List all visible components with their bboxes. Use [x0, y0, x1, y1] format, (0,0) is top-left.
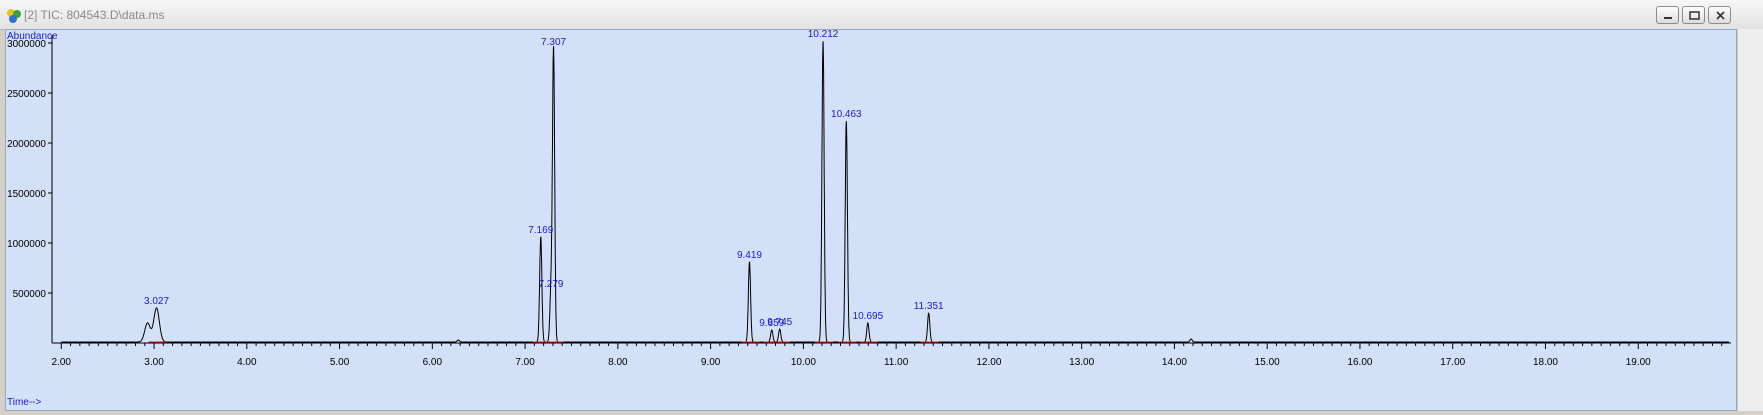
restore-button[interactable] [1682, 6, 1705, 24]
peak-label: 9.419 [737, 250, 762, 261]
x-tick-label: 6.00 [423, 357, 443, 368]
title-bar[interactable]: [2] TIC: 804543.D\data.ms [0, 0, 1763, 30]
minimize-icon [1664, 17, 1672, 19]
plot-area: 500000 1000000 1500000 2000000 2500000 300000… [5, 29, 1737, 411]
x-tick-label: 16.00 [1347, 357, 1372, 368]
y-tick-label: 2500000 [7, 89, 46, 100]
trace-layer [61, 41, 1729, 343]
peak-label: 9.659 [759, 318, 784, 329]
peak-label: 3.027 [144, 296, 169, 307]
tic-trace [61, 41, 1729, 343]
x-tick-label: 9.00 [701, 357, 721, 368]
x-tick-label: 2.00 [52, 357, 72, 368]
side-panel [1737, 29, 1763, 411]
y-tick-label: 500000 [13, 289, 47, 300]
peak-label: 7.307 [541, 37, 566, 48]
peak-label: 7.279 [538, 279, 563, 290]
x-tick-label: 18.00 [1533, 357, 1558, 368]
x-tick-label: 17.00 [1440, 357, 1465, 368]
y-tick-label: 1000000 [7, 239, 46, 250]
x-tick-label: 3.00 [144, 357, 164, 368]
x-tick-label: 11.00 [884, 357, 909, 368]
peak-label: 9.745 [767, 317, 792, 328]
y-tick-label: 2000000 [7, 139, 46, 150]
x-tick-label: 15.00 [1255, 357, 1280, 368]
x-tick-label: 19.00 [1626, 357, 1651, 368]
close-button[interactable] [1708, 6, 1731, 24]
x-tick-label: 5.00 [330, 357, 350, 368]
x-tick-label: 12.00 [976, 357, 1001, 368]
minimize-button[interactable] [1656, 6, 1679, 24]
peak-label: 11.351 [914, 301, 944, 312]
peak-label: 10.695 [853, 311, 884, 322]
restore-icon [1689, 11, 1700, 20]
peak-label: 7.169 [528, 225, 553, 236]
peak-label: 10.212 [808, 30, 839, 40]
x-tick-label: 10.00 [791, 357, 816, 368]
x-tick-label: 14.00 [1162, 357, 1187, 368]
x-tick-label: 8.00 [608, 357, 628, 368]
x-tick-label: 7.00 [515, 357, 535, 368]
chromatogram-chart: 500000 1000000 1500000 2000000 2500000 300000… [7, 29, 1731, 408]
axes: 500000 1000000 1500000 2000000 2500000 300000… [7, 35, 1731, 368]
y-tick-label: 3000000 [7, 39, 46, 50]
x-tick-label: 4.00 [237, 357, 257, 368]
y-axis-label: Abundance [7, 31, 58, 42]
close-icon [1716, 11, 1725, 20]
app-icon [7, 9, 21, 23]
x-tick-label: 13.00 [1069, 357, 1094, 368]
x-axis-label: Time--> [7, 397, 42, 408]
y-tick-label: 1500000 [7, 189, 46, 200]
peak-label: 10.463 [831, 109, 862, 120]
window-title: [2] TIC: 804543.D\data.ms [24, 8, 165, 22]
